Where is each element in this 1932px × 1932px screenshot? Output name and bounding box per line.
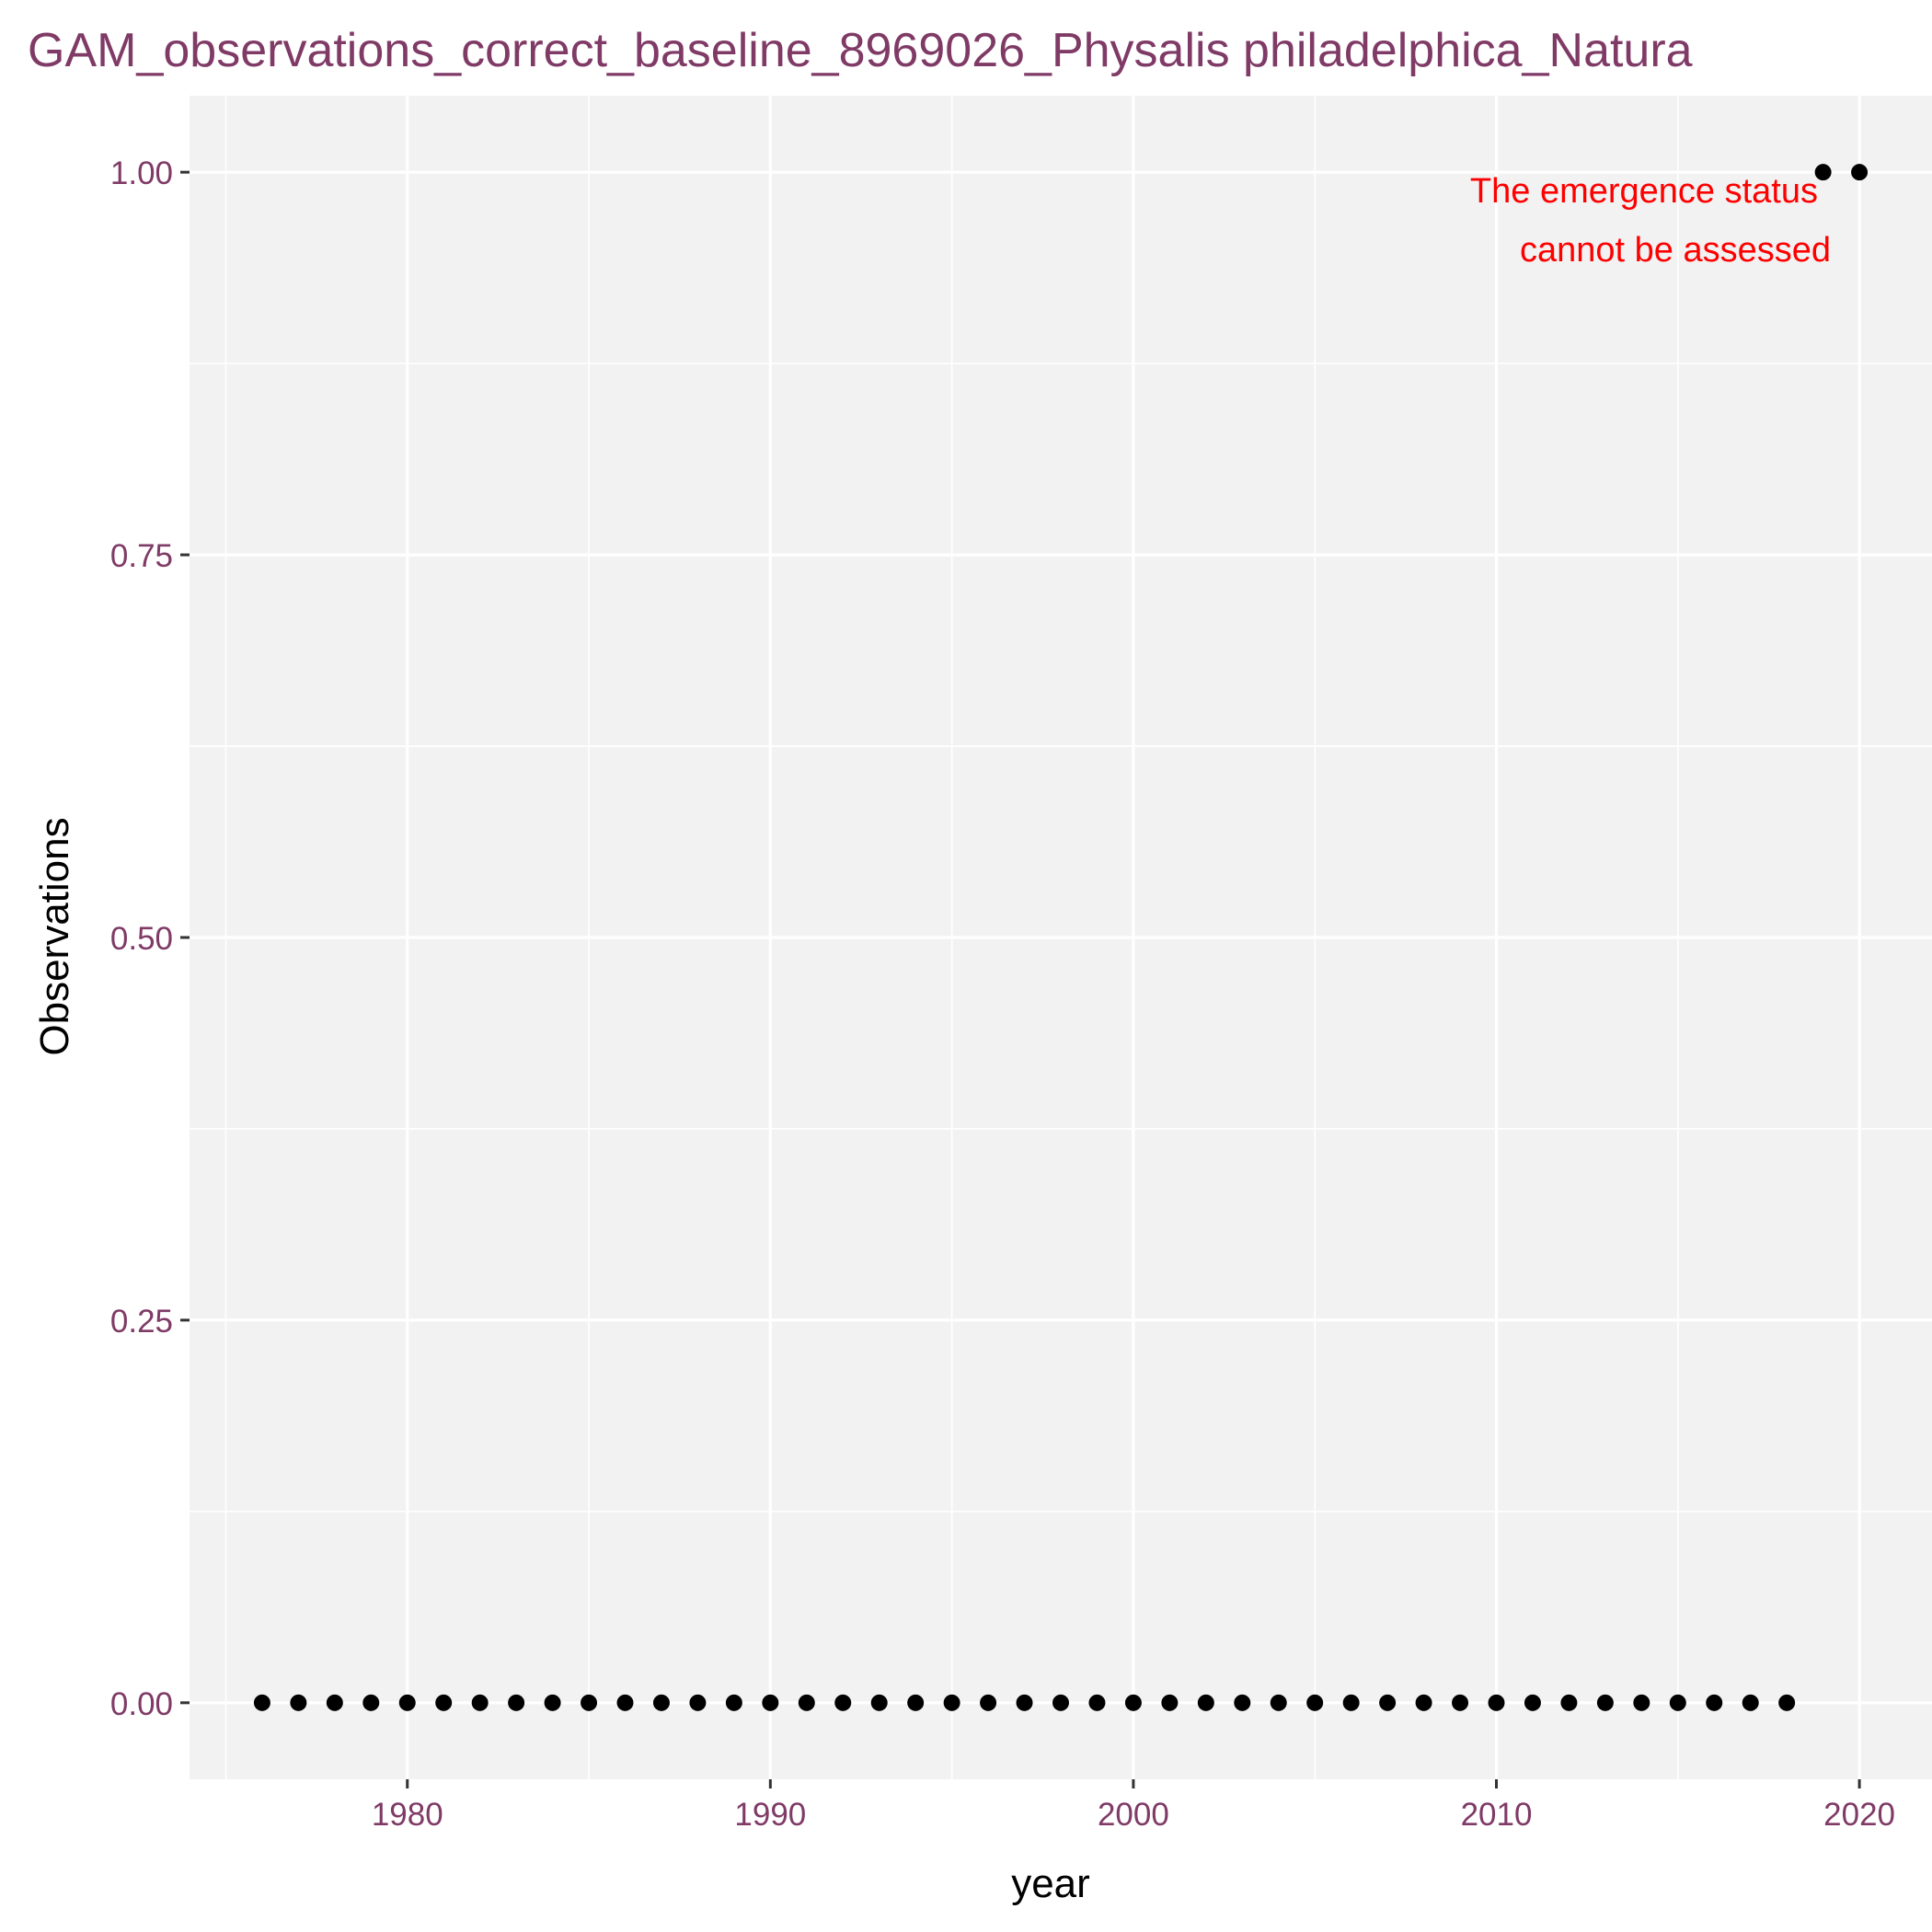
data-point bbox=[1742, 1694, 1759, 1711]
data-point bbox=[581, 1694, 598, 1711]
x-tick-label: 2010 bbox=[1461, 1797, 1533, 1833]
data-point bbox=[798, 1694, 815, 1711]
data-point bbox=[508, 1694, 525, 1711]
x-tick-label: 2020 bbox=[1823, 1797, 1895, 1833]
y-tick-label: 0.75 bbox=[110, 538, 173, 574]
data-point bbox=[980, 1694, 997, 1711]
data-point bbox=[1016, 1694, 1033, 1711]
data-point bbox=[689, 1694, 707, 1711]
data-point bbox=[1851, 164, 1869, 181]
chart-title: GAM_observations_correct_baseline_896902… bbox=[28, 24, 1693, 77]
data-point bbox=[834, 1694, 852, 1711]
data-point bbox=[1633, 1694, 1650, 1711]
x-tick-label: 1980 bbox=[372, 1797, 443, 1833]
data-point bbox=[1306, 1694, 1324, 1711]
data-point bbox=[1088, 1694, 1106, 1711]
y-axis-title: Observations bbox=[32, 817, 77, 1055]
y-tick-label: 0.00 bbox=[110, 1686, 173, 1722]
y-tick-label: 0.25 bbox=[110, 1304, 173, 1340]
annotation-line-2: cannot be assessed bbox=[1520, 231, 1831, 270]
data-point bbox=[652, 1694, 670, 1711]
data-point bbox=[1270, 1694, 1287, 1711]
data-point bbox=[907, 1694, 925, 1711]
data-point bbox=[762, 1694, 779, 1711]
data-point bbox=[1560, 1694, 1578, 1711]
y-axis: 0.00 0.25 0.50 0.75 1.00 bbox=[110, 155, 190, 1722]
data-point bbox=[1124, 1694, 1142, 1711]
data-point bbox=[1706, 1694, 1723, 1711]
data-point bbox=[290, 1694, 307, 1711]
data-point bbox=[1052, 1694, 1069, 1711]
data-point bbox=[1524, 1694, 1541, 1711]
data-point bbox=[1342, 1694, 1360, 1711]
data-point bbox=[1161, 1694, 1179, 1711]
y-tick-label: 0.50 bbox=[110, 921, 173, 957]
data-point bbox=[1814, 164, 1832, 181]
data-point bbox=[1415, 1694, 1432, 1711]
data-point bbox=[943, 1694, 960, 1711]
data-point bbox=[1197, 1694, 1214, 1711]
x-axis: 1980 1990 2000 2010 2020 bbox=[372, 1779, 1895, 1833]
data-point bbox=[253, 1694, 270, 1711]
data-point bbox=[1379, 1694, 1397, 1711]
x-axis-title: year bbox=[1011, 1861, 1090, 1906]
data-point bbox=[544, 1694, 561, 1711]
data-point bbox=[326, 1694, 343, 1711]
data-point bbox=[616, 1694, 634, 1711]
annotation-line-1: The emergence status bbox=[1470, 172, 1818, 211]
x-tick-label: 1990 bbox=[734, 1797, 806, 1833]
y-tick-label: 1.00 bbox=[110, 155, 173, 191]
data-point bbox=[1488, 1694, 1505, 1711]
data-point bbox=[1778, 1694, 1796, 1711]
data-point bbox=[1234, 1694, 1251, 1711]
data-point bbox=[362, 1694, 380, 1711]
data-point bbox=[1452, 1694, 1469, 1711]
data-points bbox=[253, 164, 1869, 1711]
data-point bbox=[725, 1694, 742, 1711]
x-tick-label: 2000 bbox=[1098, 1797, 1169, 1833]
data-point bbox=[471, 1694, 489, 1711]
data-point bbox=[435, 1694, 453, 1711]
data-point bbox=[870, 1694, 888, 1711]
data-point bbox=[1669, 1694, 1686, 1711]
data-point bbox=[1596, 1694, 1614, 1711]
data-point bbox=[398, 1694, 416, 1711]
